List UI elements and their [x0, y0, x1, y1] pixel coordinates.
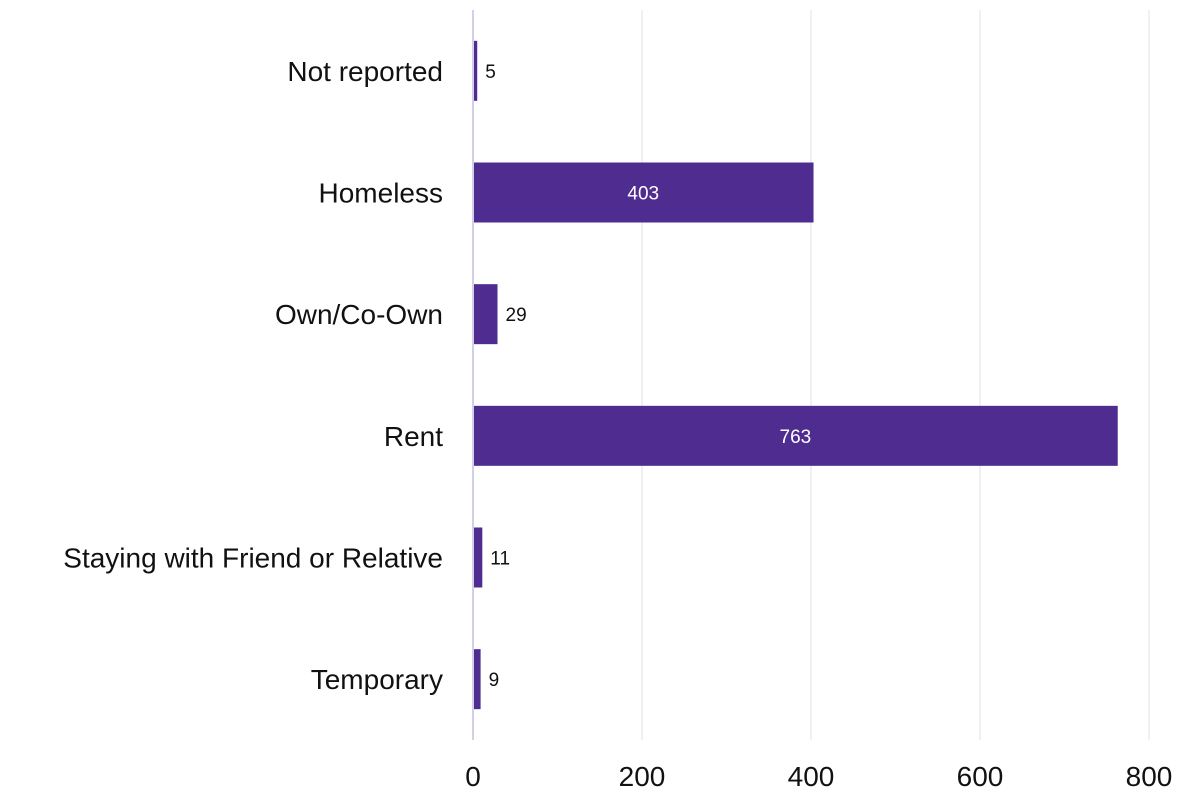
x-tick-label-800: 800	[1126, 761, 1173, 792]
category-labels: Not reported Homeless Own/Co-Own Rent Stayin…	[63, 56, 443, 695]
data-label-own-co-own: 29	[506, 305, 527, 326]
gridlines	[641, 10, 1150, 740]
x-tick-label-200: 200	[619, 761, 666, 792]
x-tick-label-600: 600	[957, 761, 1004, 792]
category-label-staying-with-friend-or-relative: Staying with Friend or Relative	[63, 543, 443, 574]
category-label-not-reported: Not reported	[287, 56, 443, 87]
bar-rent	[473, 405, 1118, 466]
x-axis-tick-labels: 0 200 400 600 800	[465, 761, 1172, 792]
bars	[473, 40, 1118, 710]
x-tick-label-400: 400	[788, 761, 835, 792]
bar-temporary	[473, 649, 481, 710]
bar-homeless	[473, 162, 814, 223]
category-label-rent: Rent	[384, 421, 443, 452]
data-label-staying-with-friend-or-relative: 11	[490, 549, 510, 570]
data-label-rent: 763	[780, 427, 812, 448]
data-labels: 5 403 29 763 11 9	[485, 62, 811, 691]
bar-not-reported	[473, 40, 478, 101]
x-tick-label-0: 0	[465, 761, 481, 792]
category-label-temporary: Temporary	[311, 664, 443, 695]
data-label-not-reported: 5	[485, 62, 496, 83]
category-label-own-co-own: Own/Co-Own	[275, 299, 443, 330]
bar-own-co-own	[473, 284, 498, 345]
bar-staying-with-friend-or-relative	[473, 527, 483, 588]
data-label-homeless: 403	[627, 184, 659, 205]
category-label-homeless: Homeless	[319, 178, 443, 209]
data-label-temporary: 9	[489, 670, 500, 691]
